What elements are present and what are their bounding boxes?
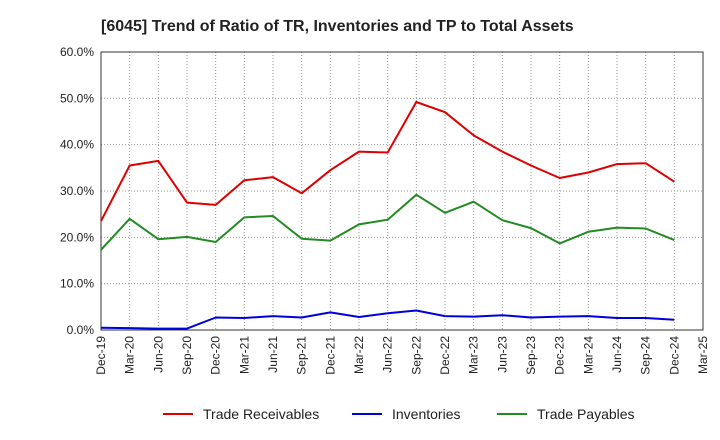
x-tick-label: Sep-21 <box>295 336 309 375</box>
x-tick-label: Sep-24 <box>639 336 653 375</box>
x-tick-label: Dec-24 <box>667 336 681 375</box>
x-tick-label: Jun-20 <box>151 336 165 373</box>
x-tick-label: Dec-22 <box>438 336 452 375</box>
x-tick-label: Mar-24 <box>581 336 595 374</box>
x-tick-label: Sep-20 <box>180 336 194 375</box>
plot-area: 0.0% 10.0% 20.0% 30.0% 40.0% 50.0% 60.0% Dec-19… <box>60 45 710 375</box>
x-tick-label: Mar-23 <box>467 336 481 374</box>
y-tick-label: 20.0% <box>60 230 94 244</box>
x-tick-label: Mar-22 <box>352 336 366 374</box>
x-tick-label: Dec-21 <box>323 336 337 375</box>
y-tick-label: 0.0% <box>67 323 95 337</box>
series-line-inventories <box>100 309 675 330</box>
y-tick-label: 60.0% <box>60 45 94 59</box>
x-tick-label: Sep-22 <box>409 336 423 375</box>
legend: Trade Receivables Inventories Trade Payabl… <box>163 406 635 422</box>
plot-frame <box>100 51 704 331</box>
legend-label-inventories: Inventories <box>392 406 460 422</box>
y-tick-label: 50.0% <box>60 91 94 105</box>
x-tick-label: Jun-22 <box>381 336 395 373</box>
series-line-trade-receivables <box>100 101 675 222</box>
x-tick-label: Dec-23 <box>553 336 567 375</box>
x-tick-label: Dec-19 <box>94 336 108 375</box>
x-tick-label: Dec-20 <box>209 336 223 375</box>
x-tick-label: Jun-24 <box>610 336 624 373</box>
legend-label-trade-receivables: Trade Receivables <box>203 406 319 422</box>
y-tick-label: 30.0% <box>60 184 94 198</box>
x-tick-label: Jun-23 <box>495 336 509 373</box>
x-tick-label: Mar-25 <box>696 336 710 374</box>
chart-title: [6045] Trend of Ratio of TR, Inventories… <box>101 18 574 35</box>
y-tick-label: 10.0% <box>60 277 94 291</box>
y-tick-label: 40.0% <box>60 138 94 152</box>
x-tick-label: Mar-21 <box>237 336 251 374</box>
x-tick-label: Mar-20 <box>123 336 137 374</box>
x-tick-label: Jun-21 <box>266 336 280 373</box>
legend-label-trade-payables: Trade Payables <box>537 406 635 422</box>
series-line-trade-payables <box>100 193 675 251</box>
x-tick-label: Sep-23 <box>524 336 538 375</box>
